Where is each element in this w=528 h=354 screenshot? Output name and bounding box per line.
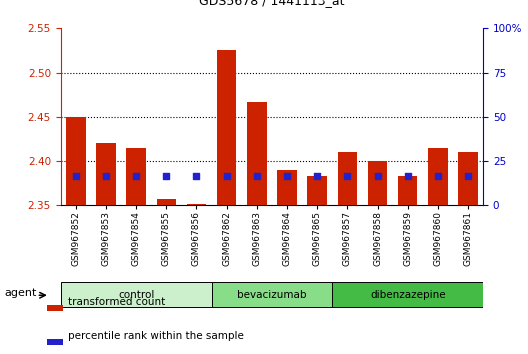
Point [313,173,322,179]
Point [222,173,231,179]
Point [403,173,412,179]
Point [283,173,291,179]
Bar [398,176,418,205]
Bar [277,170,297,205]
Point [464,173,472,179]
Bar [66,117,86,205]
Bar [337,152,357,205]
Point [102,173,110,179]
Text: GDS5678 / 1441113_at: GDS5678 / 1441113_at [199,0,345,7]
Point [192,173,201,179]
Text: bevacizumab: bevacizumab [237,290,307,300]
Point [343,173,352,179]
Point [433,173,442,179]
Point [72,173,80,179]
Bar [61,282,212,307]
Text: agent: agent [5,289,37,298]
Bar [156,199,176,205]
Bar [47,339,63,346]
Bar [247,102,267,205]
Bar [96,143,116,205]
Bar [126,148,146,205]
Bar [212,282,332,307]
Bar [307,176,327,205]
Text: percentile rank within the sample: percentile rank within the sample [68,331,243,342]
Bar [217,50,237,205]
Bar [332,282,483,307]
Point [132,173,140,179]
Point [373,173,382,179]
Text: dibenzazepine: dibenzazepine [370,290,446,300]
Text: control: control [118,290,154,300]
Bar [47,305,63,311]
Point [162,173,171,179]
Text: transformed count: transformed count [68,297,165,307]
Bar [428,148,448,205]
Bar [367,161,388,205]
Point [252,173,261,179]
Bar [458,152,478,205]
